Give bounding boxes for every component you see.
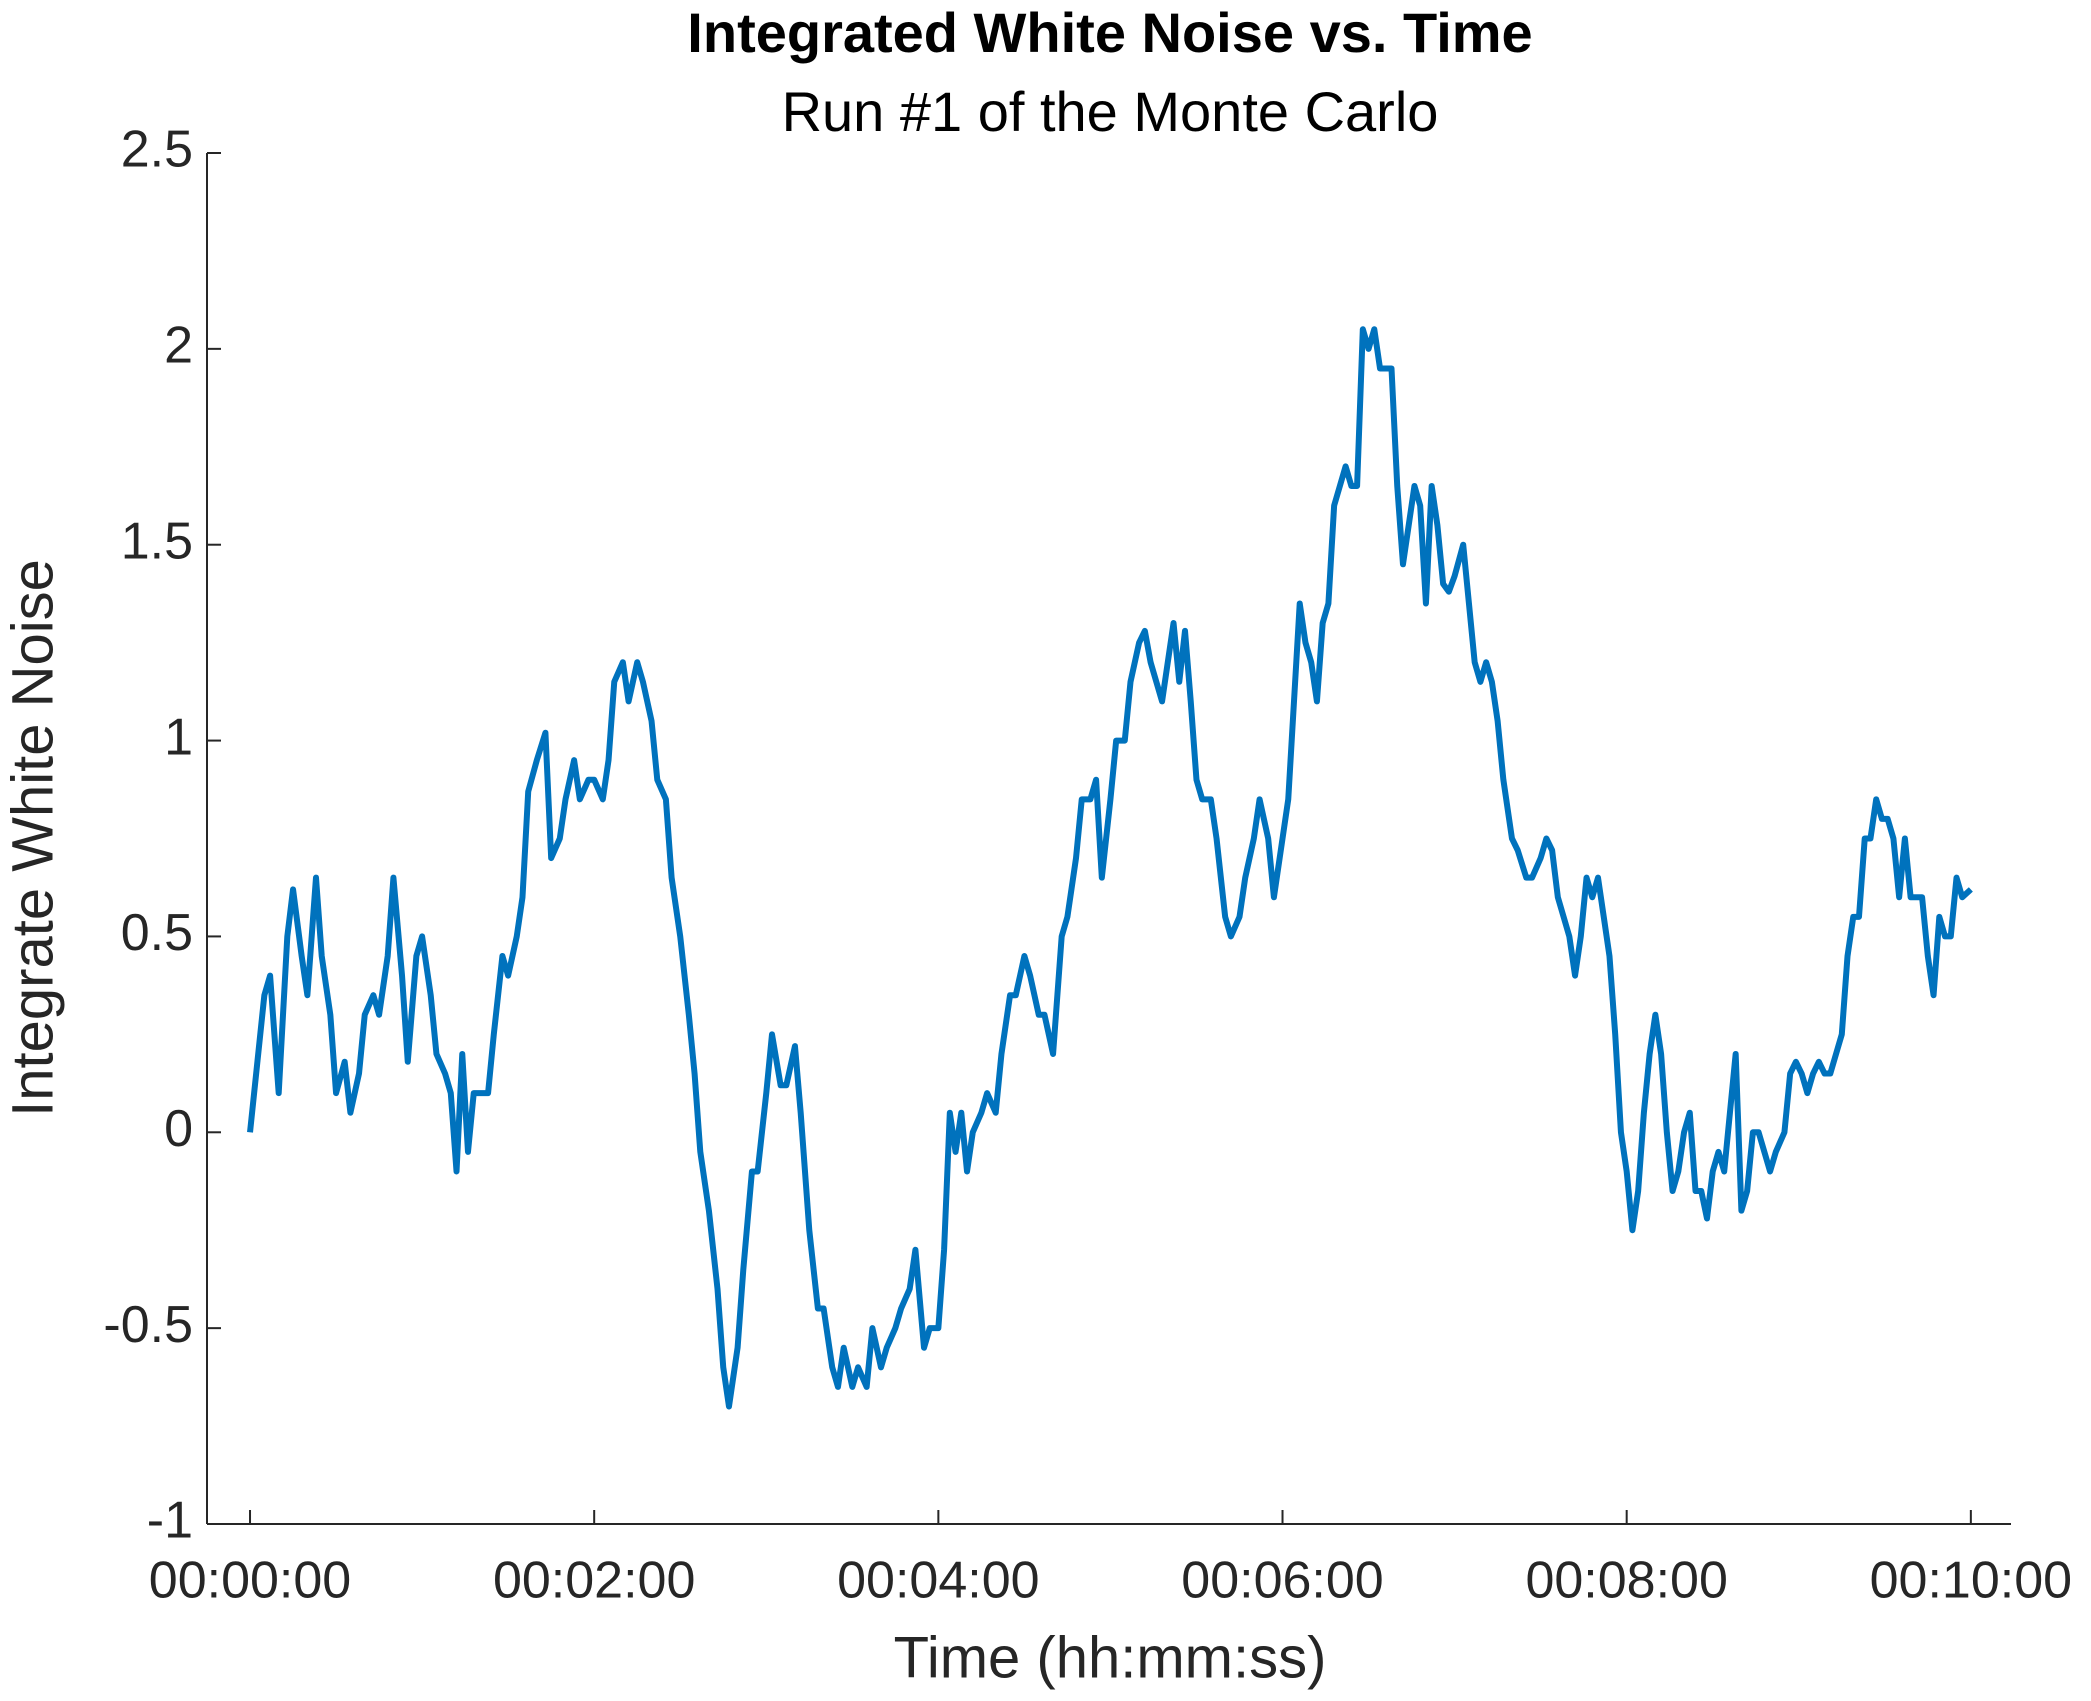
x-tick-label: 00:10:00 (1870, 1552, 2072, 1610)
y-tick-label: 0 (164, 1100, 193, 1158)
x-axis-label: Time (hh:mm:ss) (894, 1625, 1327, 1690)
chart-title: Integrated White Noise vs. Time (687, 1, 1532, 64)
y-tick-label: 0.5 (121, 904, 193, 962)
x-tick-label: 00:02:00 (493, 1552, 695, 1610)
y-tick-label: -0.5 (103, 1296, 193, 1354)
x-tick-label: 00:08:00 (1525, 1552, 1727, 1610)
y-tick-label: 2.5 (121, 121, 193, 179)
x-tick-label: 00:00:00 (149, 1552, 351, 1610)
chart-subtitle: Run #1 of the Monte Carlo (782, 80, 1439, 143)
x-tick-label: 00:04:00 (837, 1552, 1039, 1610)
x-tick-label: 00:06:00 (1181, 1552, 1383, 1610)
y-tick-label: 1 (164, 708, 193, 766)
y-tick-label: -1 (147, 1492, 193, 1550)
y-tick-label: 2 (164, 317, 193, 375)
y-tick-label: 1.5 (121, 512, 193, 570)
y-axis-label: Integrate White Noise (0, 559, 65, 1117)
data-line (247, 326, 1973, 1410)
